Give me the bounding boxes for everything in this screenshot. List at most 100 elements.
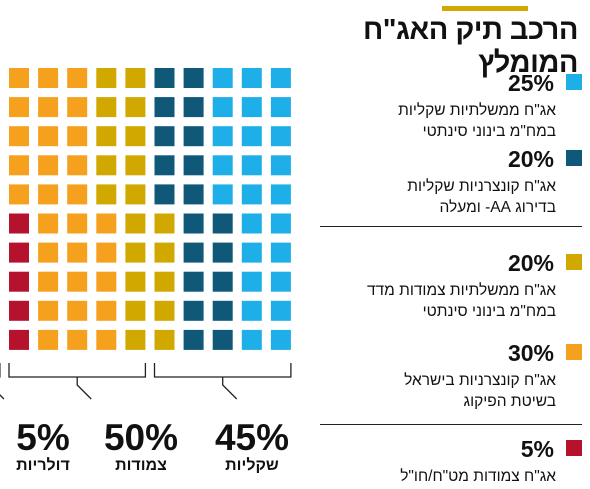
waffle-square xyxy=(270,184,291,205)
waffle-square xyxy=(125,97,146,118)
waffle-square xyxy=(67,242,88,263)
chart-title: הרכב תיק האג"ח המומלץ xyxy=(362,14,579,79)
waffle-square xyxy=(9,271,29,292)
waffle-square xyxy=(96,300,117,321)
waffle-square xyxy=(38,300,59,321)
waffle-square xyxy=(154,329,175,350)
waffle-square xyxy=(183,97,204,118)
waffle-square xyxy=(154,155,175,176)
waffle-chart xyxy=(0,68,292,400)
waffle-square xyxy=(154,213,175,234)
legend-percent: 20% xyxy=(507,250,554,276)
waffle-square xyxy=(183,271,204,292)
waffle-square xyxy=(67,126,88,147)
waffle-square xyxy=(38,213,59,234)
waffle-square xyxy=(241,126,262,147)
waffle-square xyxy=(212,329,233,350)
waffle-square xyxy=(270,329,291,350)
waffle-square xyxy=(270,300,291,321)
waffle-square xyxy=(67,329,88,350)
waffle-square xyxy=(212,213,233,234)
waffle-square xyxy=(212,126,233,147)
waffle-square xyxy=(270,213,291,234)
legend-swatch xyxy=(566,440,582,456)
legend-description: אג"ח קונצרניות שקליות בדירוג AA- ומעלה xyxy=(407,178,556,216)
waffle-square xyxy=(183,213,204,234)
waffle-square xyxy=(38,271,59,292)
waffle-square xyxy=(96,126,117,147)
legend-description: אג"ח ממשלתיות שקליות במח"מ בינוני סינתטי xyxy=(398,102,556,140)
waffle-square xyxy=(241,271,262,292)
waffle-square xyxy=(9,242,29,263)
waffle-square xyxy=(154,184,175,205)
waffle-square xyxy=(154,97,175,118)
waffle-square xyxy=(38,329,59,350)
group-label-linked: צמודות xyxy=(115,457,167,474)
waffle-square xyxy=(241,213,262,234)
waffle-square xyxy=(183,329,204,350)
waffle-square xyxy=(241,68,262,88)
legend-percent: 5% xyxy=(520,436,554,462)
waffle-square xyxy=(183,68,204,88)
legend-description: אג"ח צמודות מט"ח/חו"ל xyxy=(400,468,556,485)
waffle-square xyxy=(67,97,88,118)
waffle-square xyxy=(67,184,88,205)
group-bracket xyxy=(153,363,292,400)
legend-percent: 30% xyxy=(507,340,554,366)
waffle-square xyxy=(67,271,88,292)
waffle-square xyxy=(96,155,117,176)
waffle-square xyxy=(67,300,88,321)
waffle-square xyxy=(38,68,59,88)
group-bracket xyxy=(0,363,5,400)
waffle-square xyxy=(38,184,59,205)
waffle-square xyxy=(125,184,146,205)
waffle-square xyxy=(38,97,59,118)
legend-swatch xyxy=(566,150,582,166)
legend-percent: 25% xyxy=(507,70,554,96)
waffle-square xyxy=(125,300,146,321)
waffle-square xyxy=(241,155,262,176)
waffle-square xyxy=(241,329,262,350)
waffle-square xyxy=(9,213,29,234)
legend-swatch xyxy=(566,74,582,90)
waffle-square xyxy=(96,68,117,88)
waffle-square xyxy=(125,155,146,176)
waffle-square xyxy=(96,184,117,205)
waffle-square xyxy=(67,68,88,88)
waffle-square xyxy=(125,68,146,88)
waffle-square xyxy=(96,97,117,118)
waffle-square xyxy=(270,271,291,292)
title-accent-bar xyxy=(442,6,528,11)
waffle-square xyxy=(270,97,291,118)
group-percent-linked: 50% xyxy=(103,417,179,458)
waffle-square xyxy=(38,155,59,176)
waffle-square xyxy=(241,97,262,118)
waffle-square xyxy=(154,126,175,147)
waffle-square xyxy=(9,126,29,147)
waffle-square xyxy=(9,329,29,350)
waffle-square xyxy=(212,271,233,292)
group-percent-shekel: 45% xyxy=(214,417,290,458)
waffle-square xyxy=(270,126,291,147)
group-label-shekel: שקליות xyxy=(225,457,279,474)
legend-description: אג"ח קונצרניות בישראל בשיטת הפיקוג xyxy=(404,372,556,410)
waffle-square xyxy=(96,242,117,263)
waffle-square xyxy=(183,242,204,263)
waffle-square xyxy=(154,271,175,292)
legend-description: אג"ח ממשלתיות צמודות מדד במח"מ בינוני סינ… xyxy=(366,282,556,320)
waffle-square xyxy=(183,300,204,321)
waffle-square xyxy=(270,155,291,176)
waffle-square xyxy=(183,126,204,147)
waffle-square xyxy=(154,68,175,88)
waffle-square xyxy=(67,155,88,176)
waffle-square xyxy=(154,300,175,321)
legend-swatch xyxy=(566,254,582,270)
waffle-square xyxy=(154,242,175,263)
waffle-square xyxy=(241,184,262,205)
waffle-square xyxy=(38,126,59,147)
waffle-square xyxy=(241,242,262,263)
waffle-square xyxy=(183,155,204,176)
legend-separator xyxy=(320,226,582,227)
waffle-square xyxy=(212,68,233,88)
waffle-square xyxy=(9,97,29,118)
